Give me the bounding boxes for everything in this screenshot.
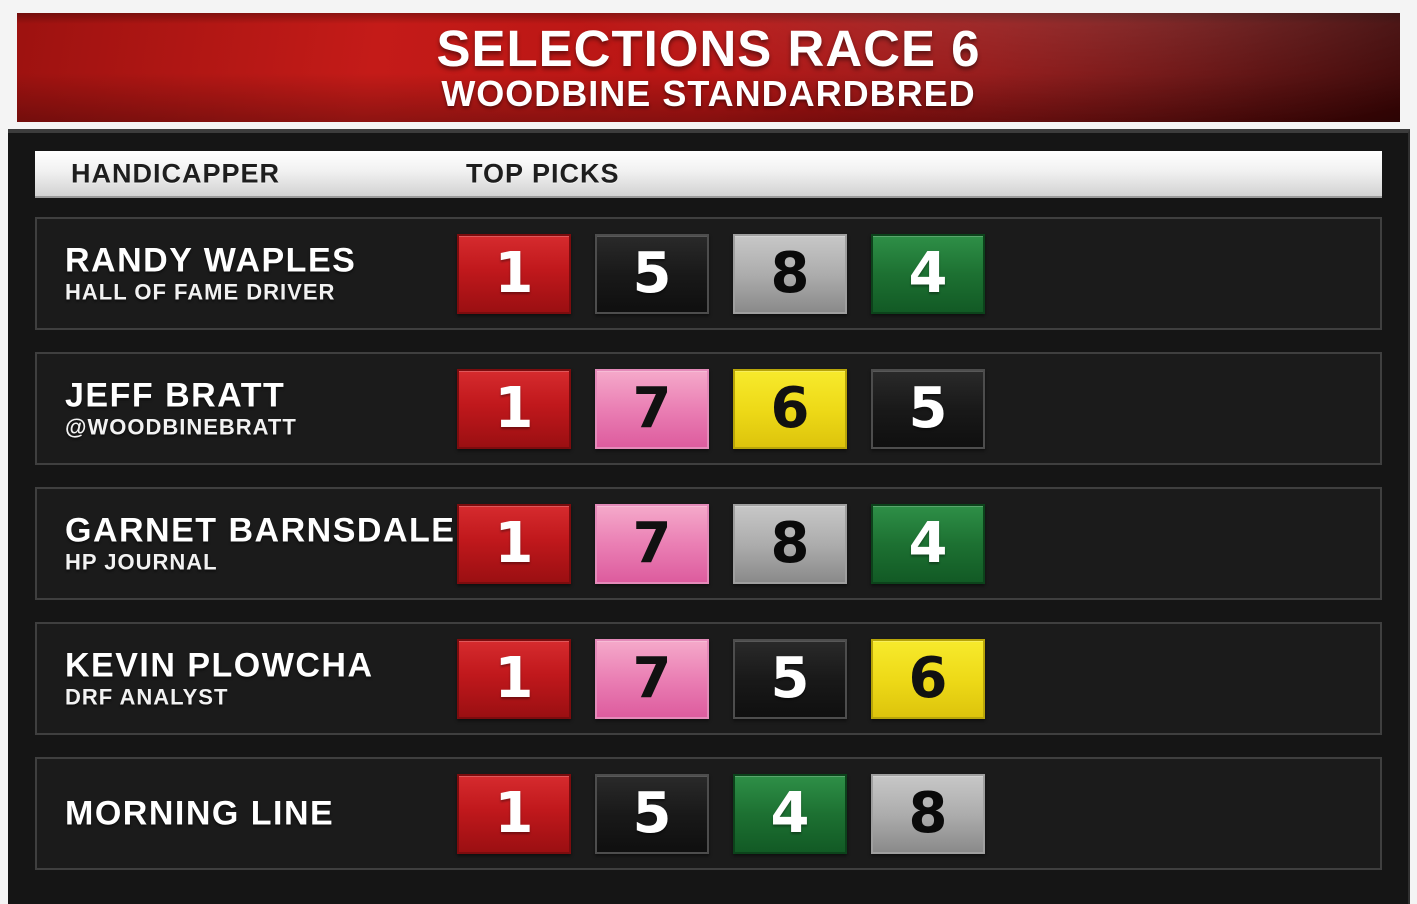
race-banner: SELECTIONS RACE 6 WOODBINE STANDARDBRED xyxy=(17,13,1400,122)
handicapper-name: MORNING LINE xyxy=(65,793,335,832)
pick-box: 1 xyxy=(457,773,571,854)
handicapper-subtitle: DRF ANALYST xyxy=(65,684,229,710)
pick-box: 1 xyxy=(457,368,571,449)
pick-box: 5 xyxy=(595,233,709,314)
pick-box: 7 xyxy=(595,503,709,584)
pick-box: 5 xyxy=(595,773,709,854)
handicapper-name: GARNET BARNSDALE xyxy=(65,511,456,550)
pick-box: 8 xyxy=(733,233,847,314)
handicapper-name: KEVIN PLOWCHA xyxy=(65,646,374,685)
pick-box: 8 xyxy=(871,773,985,854)
table-row: KEVIN PLOWCHA DRF ANALYST 1 7 5 6 xyxy=(35,622,1382,735)
pick-box: 8 xyxy=(733,503,847,584)
pick-box: 4 xyxy=(871,503,985,584)
pick-list: 1 7 6 5 xyxy=(457,368,985,449)
pick-list: 1 5 8 4 xyxy=(457,233,985,314)
table-row: RANDY WAPLES HALL OF FAME DRIVER 1 5 8 4 xyxy=(35,217,1382,330)
pick-box: 1 xyxy=(457,503,571,584)
pick-box: 7 xyxy=(595,638,709,719)
table-row: MORNING LINE 1 5 4 8 xyxy=(35,757,1382,870)
table-row: GARNET BARNSDALE HP JOURNAL 1 7 8 4 xyxy=(35,487,1382,600)
handicapper-subtitle: @WOODBINEBRATT xyxy=(65,414,297,440)
pick-box: 1 xyxy=(457,638,571,719)
pick-box: 6 xyxy=(871,638,985,719)
handicapper-info: RANDY WAPLES HALL OF FAME DRIVER xyxy=(65,241,357,305)
pick-list: 1 5 4 8 xyxy=(457,773,985,854)
handicapper-name: RANDY WAPLES xyxy=(65,241,357,280)
pick-list: 1 7 5 6 xyxy=(457,638,985,719)
header-top-picks: TOP PICKS xyxy=(466,158,620,188)
pick-box: 4 xyxy=(871,233,985,314)
pick-box: 1 xyxy=(457,233,571,314)
pick-list: 1 7 8 4 xyxy=(457,503,985,584)
handicapper-info: MORNING LINE xyxy=(65,793,335,832)
handicapper-info: GARNET BARNSDALE HP JOURNAL xyxy=(65,511,456,575)
handicapper-info: JEFF BRATT @WOODBINEBRATT xyxy=(65,376,297,440)
handicapper-subtitle: HALL OF FAME DRIVER xyxy=(65,279,336,305)
banner-title: SELECTIONS RACE 6 xyxy=(436,19,981,77)
handicapper-rows: RANDY WAPLES HALL OF FAME DRIVER 1 5 8 4… xyxy=(35,217,1382,892)
header-handicapper: HANDICAPPER xyxy=(71,158,281,188)
pick-box: 5 xyxy=(733,638,847,719)
pick-box: 4 xyxy=(733,773,847,854)
handicapper-subtitle: HP JOURNAL xyxy=(65,549,218,575)
selections-panel: HANDICAPPER TOP PICKS RANDY WAPLES HALL … xyxy=(8,129,1410,904)
table-row: JEFF BRATT @WOODBINEBRATT 1 7 6 5 xyxy=(35,352,1382,465)
pick-box: 5 xyxy=(871,368,985,449)
table-header: HANDICAPPER TOP PICKS xyxy=(35,151,1382,198)
handicapper-name: JEFF BRATT xyxy=(65,376,286,415)
banner-subtitle: WOODBINE STANDARDBRED xyxy=(441,72,976,114)
pick-box: 7 xyxy=(595,368,709,449)
pick-box: 6 xyxy=(733,368,847,449)
handicapper-info: KEVIN PLOWCHA DRF ANALYST xyxy=(65,646,374,710)
